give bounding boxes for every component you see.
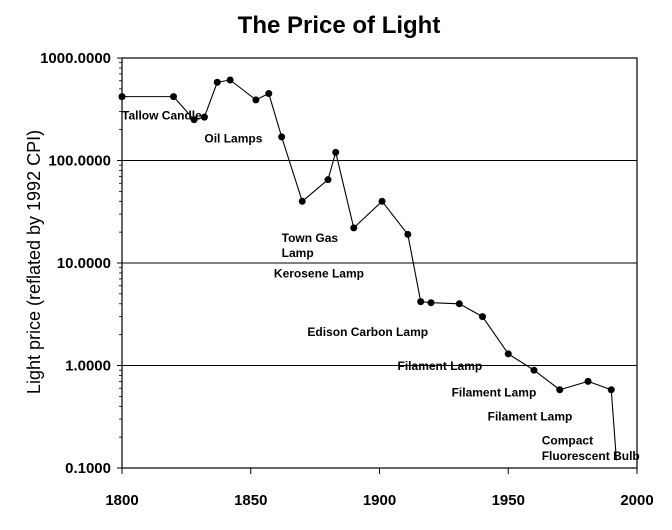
data-point [584, 377, 592, 385]
data-point [504, 350, 512, 358]
plot-area: 0.1000 1.0000 10.0000 100.0000 1000.0000 1800… [40, 50, 654, 509]
annotation-label: Filament Lamp [398, 359, 483, 373]
data-point [332, 148, 340, 156]
y-tick-label: 100.0000 [48, 153, 111, 170]
x-tick-label: 1850 [234, 492, 267, 509]
annotation-label: Fluorescent Bulb [542, 449, 640, 463]
y-axis-label: Light price (reflated by 1992 CPI) [24, 130, 44, 394]
annotation-label: Tallow Candle [122, 109, 202, 123]
data-point [200, 113, 208, 121]
x-tick-label: 2000 [620, 492, 653, 509]
y-tick-label: 1.0000 [65, 358, 111, 375]
data-point [118, 93, 126, 101]
data-point [278, 133, 286, 141]
x-tick-label: 1800 [105, 492, 138, 509]
data-point [298, 197, 306, 205]
data-point [378, 197, 386, 205]
annotation-label: Kerosene Lamp [274, 267, 364, 281]
data-point [479, 313, 486, 321]
data-point [417, 298, 425, 306]
data-point [607, 386, 615, 394]
data-point [427, 299, 435, 307]
data-point [404, 230, 412, 238]
data-point [252, 96, 260, 104]
annotation-label: Filament Lamp [452, 385, 537, 399]
data-point [170, 93, 177, 101]
annotation-label: Edison Carbon Lamp [307, 325, 428, 339]
data-point [226, 76, 234, 84]
data-point [530, 366, 538, 374]
annotation-label: Lamp [282, 246, 314, 260]
data-point [350, 224, 358, 232]
x-tick-label: 1900 [363, 492, 396, 509]
y-tick-label: 10.0000 [57, 255, 111, 272]
annotation-label: Filament Lamp [488, 410, 573, 424]
data-point [455, 300, 463, 308]
series-line [121, 79, 617, 461]
annotation-label: Compact [542, 433, 593, 447]
data-point [324, 176, 332, 184]
data-point [213, 78, 221, 86]
data-point [556, 386, 564, 394]
y-tick-label: 0.1000 [65, 460, 111, 477]
data-point [265, 90, 273, 98]
y-tick-label: 1000.0000 [40, 50, 111, 67]
annotation-label: Oil Lamps [204, 131, 262, 145]
chart-title: The Price of Light [238, 12, 441, 39]
data-point [190, 116, 198, 124]
x-tick-label: 1950 [492, 492, 525, 509]
annotation-label: Town Gas [282, 231, 339, 245]
